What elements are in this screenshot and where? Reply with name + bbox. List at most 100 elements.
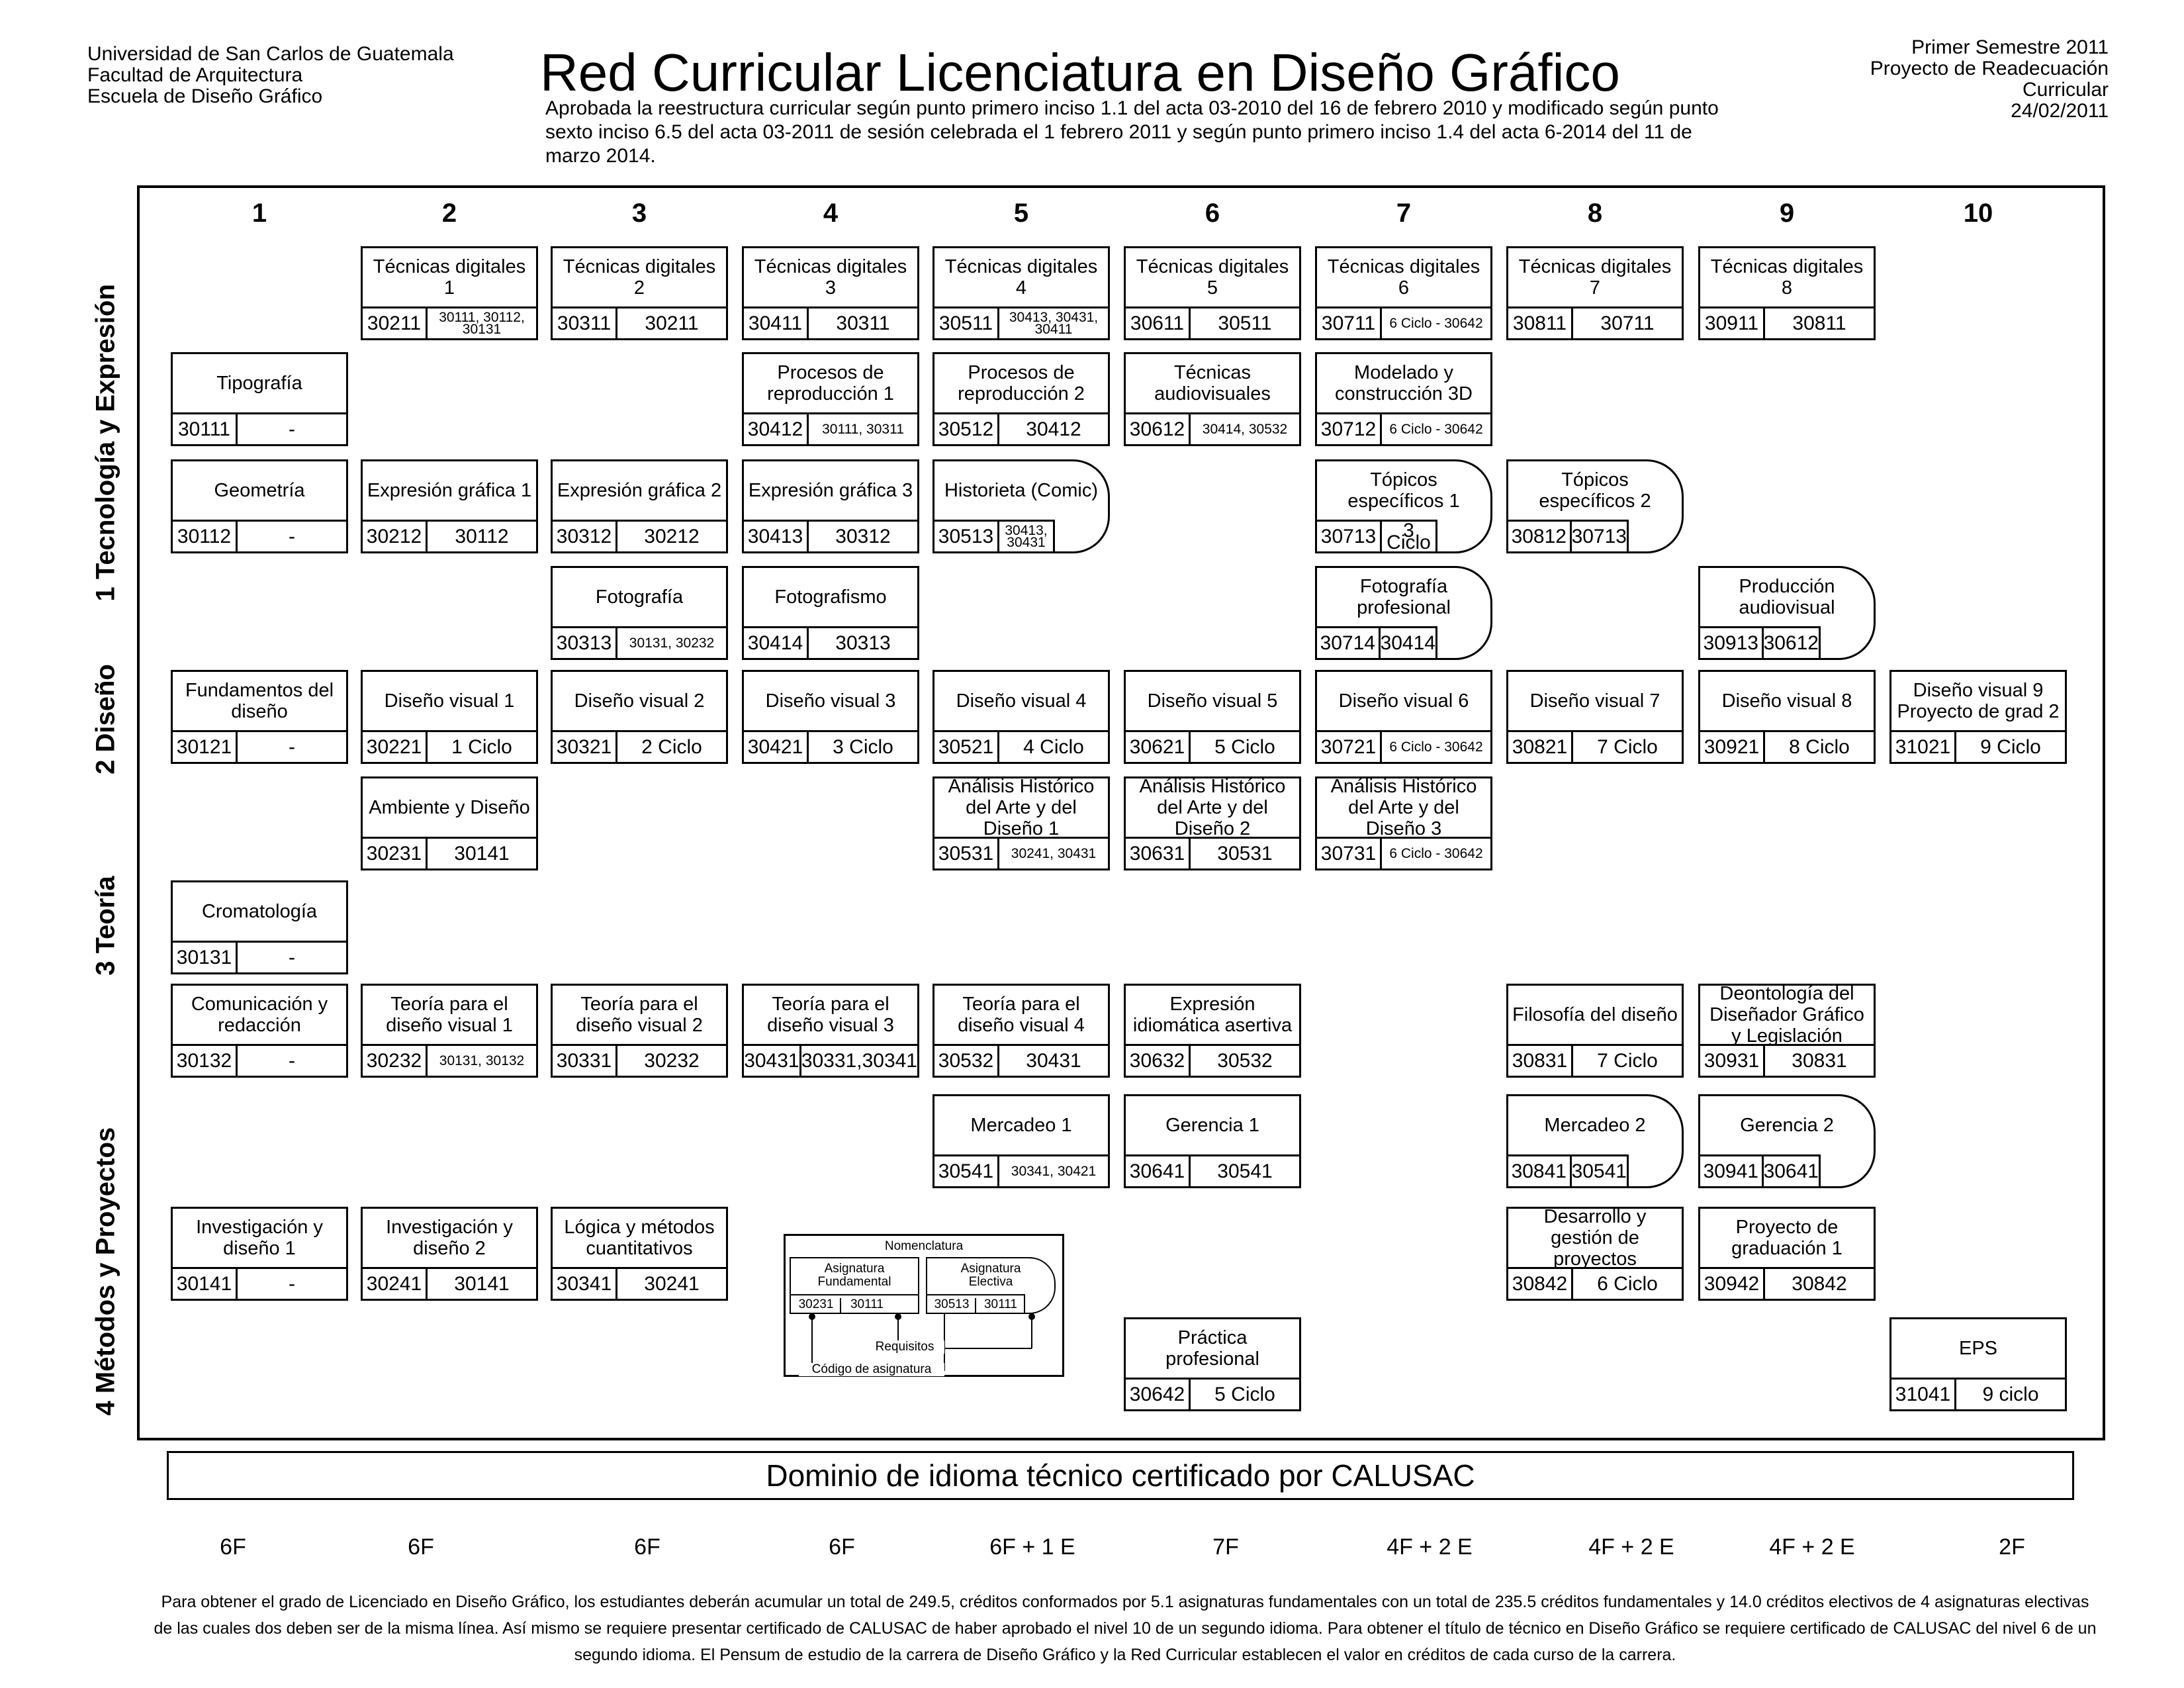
course-requirement: 30414	[1380, 632, 1435, 654]
course-footer: 30621 5 Ciclo	[1126, 730, 1299, 762]
course-code: 30731	[1317, 839, 1382, 868]
course-requirement: 30831	[1792, 1049, 1847, 1072]
course-requirement: 30211	[645, 312, 699, 334]
course-footer: 30221 1 Ciclo	[363, 730, 536, 762]
course-name: Cromatología	[201, 901, 318, 922]
course-name: Expresión idiomática asertiva	[1132, 994, 1293, 1036]
course-requirement: -	[289, 525, 295, 547]
course-name: Teoría para el diseño visual 4	[958, 994, 1085, 1036]
course-name: Diseño visual 2	[574, 690, 705, 712]
course-footer: 30631 30531	[1126, 837, 1299, 868]
course-footer: 30431 30331,30341	[744, 1044, 917, 1076]
course-card: Expresión gráfica 1 30212 30112	[361, 459, 538, 553]
legend-elective-label: Asignatura Electiva	[960, 1262, 1021, 1289]
course-code: 30313	[553, 628, 617, 658]
course-footer: 30942 30842	[1700, 1267, 1874, 1299]
course-name: Tópicos específicos 2	[1539, 469, 1651, 512]
course-card: Cromatología 30131 -	[171, 880, 348, 974]
course-card: Procesos de reproducción 2 30512 30412	[933, 352, 1110, 446]
course-name: Expresión gráfica 1	[367, 480, 532, 501]
page-title: Red Curricular Licenciatura en Diseño Gr…	[540, 43, 1620, 102]
column-number-10: 10	[1963, 199, 1993, 228]
course-card: Modelado y construcción 3D 30712 6 Ciclo -…	[1315, 352, 1492, 446]
course-requirement: 30612	[1763, 632, 1819, 654]
course-card: Historieta (Comic) 30513 30413, 30431	[933, 459, 1110, 553]
course-name: Expresión gráfica 3	[748, 480, 913, 501]
course-card: Teoría para el diseño visual 2 30331 30232	[551, 984, 728, 1078]
course-footer: 30513 30413, 30431	[934, 520, 1055, 551]
course-footer: 30811 30711	[1508, 306, 1682, 338]
course-code: 30641	[1126, 1156, 1191, 1186]
course-footer: 30821 7 Ciclo	[1508, 730, 1682, 762]
legend-elective-box: Asignatura Electiva 30513 30111	[926, 1257, 1056, 1314]
university-name: Universidad de San Carlos de Guatemala	[87, 43, 454, 65]
course-footer: 30211 30111, 30112, 30131	[363, 306, 536, 338]
curriculum-frame	[137, 185, 2105, 1440]
course-code: 30312	[553, 522, 617, 551]
footnote: Para obtener el grado de Licenciado en D…	[154, 1593, 2097, 1664]
course-name: Producción audiovisual	[1739, 576, 1835, 618]
course-card: Investigación y diseño 2 30241 30141	[361, 1207, 538, 1301]
course-name: Gerencia 1	[1165, 1115, 1259, 1136]
course-code: 30541	[934, 1156, 999, 1186]
course-name: Diseño visual 5	[1147, 690, 1278, 712]
course-requirement: 30414, 30532	[1202, 421, 1288, 437]
course-code: 30531	[934, 839, 999, 868]
course-requirement: -	[289, 946, 295, 968]
course-footer: 30731 6 Ciclo - 30642	[1317, 837, 1490, 868]
course-footer: 30531 30241, 30431	[934, 837, 1108, 868]
course-name: Tópicos específicos 1	[1347, 469, 1460, 512]
course-footer: 30313 30131, 30232	[553, 626, 726, 658]
faculty-name: Facultad de Arquitectura	[87, 64, 303, 86]
course-name: Deontología del Diseñador Gráfico y Legi…	[1709, 983, 1864, 1047]
course-code: 30311	[553, 308, 617, 338]
course-footer: 30413 30312	[744, 520, 917, 551]
course-requirement: 30112	[455, 525, 509, 547]
course-code: 30513	[934, 522, 999, 551]
course-name: Teoría para el diseño visual 2	[576, 994, 703, 1036]
course-code: 30714	[1317, 628, 1381, 658]
course-requirement: 4 Ciclo	[1023, 735, 1084, 758]
course-code: 30611	[1126, 308, 1191, 338]
course-requirement: 30511	[1218, 312, 1272, 334]
course-name: Diseño visual 7	[1529, 690, 1661, 712]
column-number-5: 5	[1013, 199, 1029, 228]
course-card: Tópicos específicos 2 30812 30713	[1506, 459, 1684, 553]
course-code: 30231	[363, 839, 428, 868]
credit-value-1: 6F	[220, 1534, 246, 1560]
course-name: EPS	[1958, 1338, 1998, 1359]
course-name: Gerencia 2	[1740, 1115, 1834, 1136]
course-footer: 30532 30431	[934, 1044, 1108, 1076]
course-card: Mercadeo 2 30841 30541	[1506, 1094, 1684, 1188]
course-card: Diseño visual 6 30721 6 Ciclo - 30642	[1315, 670, 1492, 764]
course-footer: 30714 30414	[1317, 626, 1437, 658]
course-name: Fotografía	[595, 586, 684, 608]
course-code: 30942	[1700, 1269, 1765, 1299]
course-card: Proyecto de graduación 1 30942 30842	[1698, 1207, 1876, 1301]
course-footer: 30921 8 Ciclo	[1700, 730, 1874, 762]
course-requirement: 9 ciclo	[1982, 1383, 2039, 1405]
course-requirement: 30641	[1763, 1160, 1819, 1182]
course-card: EPS 31041 9 ciclo	[1889, 1317, 2067, 1411]
course-code: 30431	[744, 1046, 801, 1076]
credit-value-6: 7F	[1212, 1534, 1239, 1560]
course-card: Diseño visual 3 30421 3 Ciclo	[742, 670, 919, 764]
course-name: Técnicas digitales 2	[563, 256, 716, 299]
course-name: Técnicas digitales 7	[1518, 256, 1672, 299]
course-code: 30631	[1126, 839, 1191, 868]
course-footer: 30913 30612	[1700, 626, 1821, 658]
legend-fundamental-box: Asignatura Fundamental 30231 30111	[790, 1257, 919, 1314]
course-code: 30811	[1508, 308, 1573, 338]
column-number-3: 3	[631, 199, 647, 228]
legend-requisitos-label: Requisitos	[865, 1340, 944, 1354]
course-requirement: 30141	[454, 1272, 510, 1295]
course-card: Tipografía 30111 -	[171, 352, 348, 446]
course-footer: 30521 4 Ciclo	[934, 730, 1108, 762]
course-code: 30141	[173, 1269, 238, 1299]
course-requirement: 2 Ciclo	[641, 735, 702, 758]
course-requirement: 7 Ciclo	[1597, 735, 1658, 758]
course-name: Fotografía profesional	[1357, 576, 1451, 618]
course-requirement: 6 Ciclo	[1597, 1272, 1658, 1295]
course-card: Técnicas digitales 8 30911 30811	[1698, 246, 1876, 340]
course-name: Comunicación y redacción	[191, 994, 328, 1036]
